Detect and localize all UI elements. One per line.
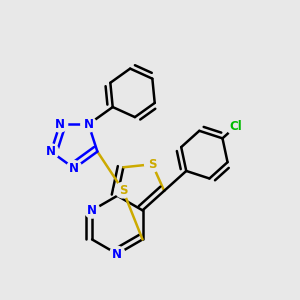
Text: N: N bbox=[55, 118, 65, 131]
Text: Cl: Cl bbox=[230, 120, 242, 133]
Circle shape bbox=[81, 117, 96, 132]
Circle shape bbox=[52, 117, 68, 132]
Circle shape bbox=[67, 161, 82, 176]
Text: N: N bbox=[87, 204, 97, 217]
Circle shape bbox=[43, 144, 59, 159]
Text: S: S bbox=[148, 158, 157, 171]
Text: N: N bbox=[69, 162, 79, 175]
Text: N: N bbox=[83, 118, 94, 131]
Circle shape bbox=[110, 246, 125, 262]
Text: N: N bbox=[46, 145, 56, 158]
Circle shape bbox=[84, 202, 100, 218]
Text: S: S bbox=[119, 184, 127, 197]
Text: N: N bbox=[112, 248, 122, 260]
Circle shape bbox=[145, 157, 160, 172]
Circle shape bbox=[227, 118, 245, 135]
Circle shape bbox=[115, 182, 131, 198]
